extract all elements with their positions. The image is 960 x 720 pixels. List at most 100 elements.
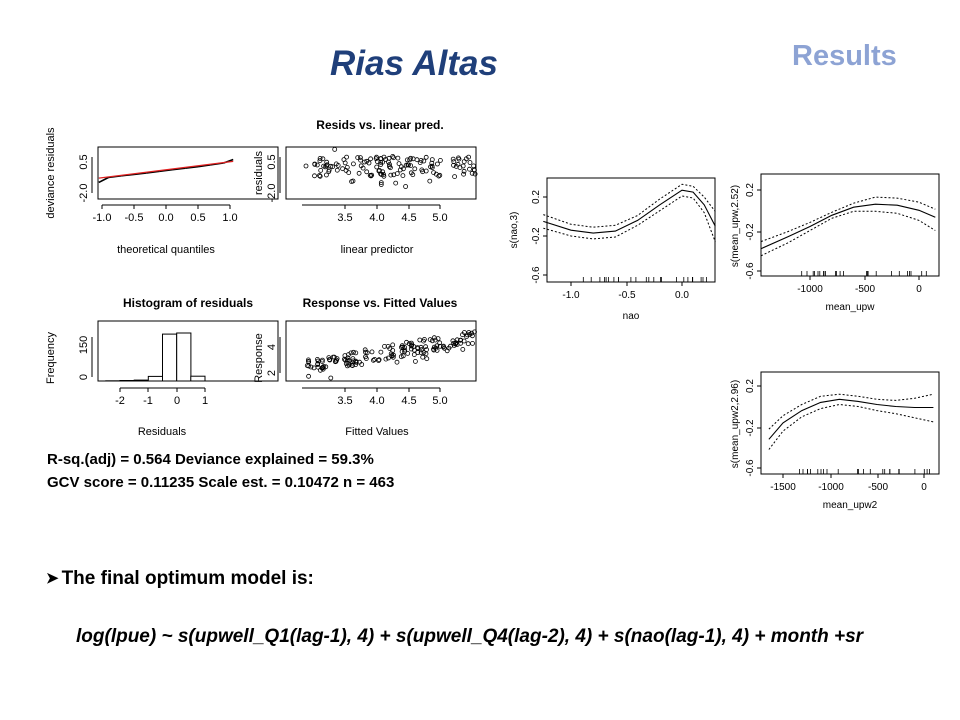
upw-xtick-label: 0 (916, 284, 922, 295)
resid-ytick-label: -2.0 (266, 184, 278, 203)
upw2-ytick-label: 0.2 (745, 379, 756, 393)
resid-point (381, 172, 387, 177)
diagnostic-plots: -1.0 -0.5 0.0 0.5 1.0 theoretical quanti… (45, 118, 478, 438)
upw-fit-line (760, 203, 936, 250)
resid-point (341, 157, 347, 162)
resid-point (350, 161, 356, 167)
fitted-point (418, 344, 424, 350)
fitted-point (390, 348, 396, 353)
resid-point (340, 166, 346, 172)
resid-point (421, 158, 427, 164)
fitted-point (441, 345, 447, 351)
fitted-point (450, 338, 456, 344)
hist-bar (119, 380, 135, 382)
nao-ci-line (543, 195, 716, 243)
fitted-plot: Response vs. Fitted Values 3.5 4.0 4.5 5… (253, 296, 477, 438)
fitted-point (458, 340, 464, 346)
resid-point (378, 182, 384, 187)
resid-point (374, 164, 380, 170)
hist-bar (147, 375, 164, 382)
hist-bar (162, 333, 178, 382)
resid-point (386, 164, 392, 169)
qq-point-segment (197, 164, 211, 168)
qq-point-segment (98, 176, 109, 184)
resid-point (471, 163, 477, 169)
model-formula: log(lpue) ~ s(upwell_Q1(lag-1), 4) + s(u… (76, 626, 864, 647)
qq-point-segment (133, 172, 147, 176)
resid-point (379, 172, 384, 177)
fitted-ytick-label: 4 (266, 344, 278, 350)
resid-point (350, 178, 356, 184)
resid-point (450, 156, 456, 162)
fitted-point (306, 359, 312, 365)
qq-point-segment (146, 170, 160, 174)
fitted-point (402, 347, 408, 353)
fitted-point (315, 358, 321, 364)
upw-xtick-label: -500 (855, 284, 875, 295)
upw-ci-line (760, 210, 936, 257)
resid-point (455, 161, 461, 167)
resid-point (393, 180, 399, 186)
hist-plot-title: Histogram of residuals (123, 296, 253, 310)
resid-point (397, 167, 403, 173)
resid-point (403, 184, 409, 189)
fitted-point (405, 350, 411, 356)
resid-xtick-label: 4.0 (369, 212, 384, 224)
hist-ytick-label: 150 (78, 336, 90, 354)
resid-point (334, 167, 340, 173)
upw2-ytick-label: -0.6 (745, 459, 756, 477)
resid-point (369, 172, 375, 178)
fitted-point (311, 365, 317, 371)
fitted-point (376, 358, 382, 363)
upw-ylabel: s(mean_upw,2.52) (730, 185, 741, 267)
fitted-point (305, 357, 311, 363)
nao-ci-line (543, 183, 716, 228)
fitted-point (351, 349, 356, 355)
resid-plot-points (303, 147, 478, 189)
fitted-point (424, 356, 430, 362)
resid-point (317, 156, 323, 161)
resid-point (360, 165, 366, 171)
fitted-point (353, 350, 359, 356)
fitted-point (341, 356, 347, 362)
resid-point (400, 166, 406, 172)
fitted-point (323, 364, 329, 370)
resid-point (396, 161, 402, 166)
fitted-point (330, 354, 336, 360)
fitted-point (469, 333, 475, 339)
upw2-ci-line (768, 403, 934, 450)
fitted-point (424, 347, 429, 353)
fitted-point (328, 375, 334, 381)
resid-point (358, 157, 364, 163)
fitted-point (415, 345, 421, 351)
nao-xtick-label: -0.5 (618, 290, 636, 301)
resid-xtick-label: 5.0 (432, 212, 447, 224)
fitted-point (370, 357, 376, 363)
resid-point (390, 154, 396, 159)
upw2-ytick-label: -0.2 (745, 419, 756, 437)
resid-point (326, 169, 332, 174)
fitted-point (369, 349, 375, 355)
fitted-plot-title: Response vs. Fitted Values (303, 296, 458, 310)
fitted-point (466, 330, 472, 335)
resid-point (333, 161, 339, 167)
qq-ytick-label: -2.0 (78, 184, 90, 203)
smooth-upw2-rug (799, 469, 930, 474)
upw-ytick-label: 0.2 (745, 183, 756, 197)
resid-point (451, 162, 456, 168)
resid-point (429, 165, 435, 170)
resid-point (423, 168, 429, 174)
resid-point (431, 170, 437, 175)
hist-xtick-label: 0 (174, 395, 180, 407)
resid-point (368, 156, 374, 162)
fitted-point (412, 358, 418, 364)
fitted-point (457, 337, 463, 343)
hist-ytick-label: 0 (78, 374, 90, 380)
resid-point (321, 163, 327, 169)
fitted-point (378, 349, 384, 355)
fitted-point (423, 344, 429, 350)
fitted-point (363, 354, 368, 360)
resid-ylabel: residuals (253, 150, 265, 195)
hist-xtick-label: -2 (115, 395, 125, 407)
fitted-point (437, 340, 443, 346)
